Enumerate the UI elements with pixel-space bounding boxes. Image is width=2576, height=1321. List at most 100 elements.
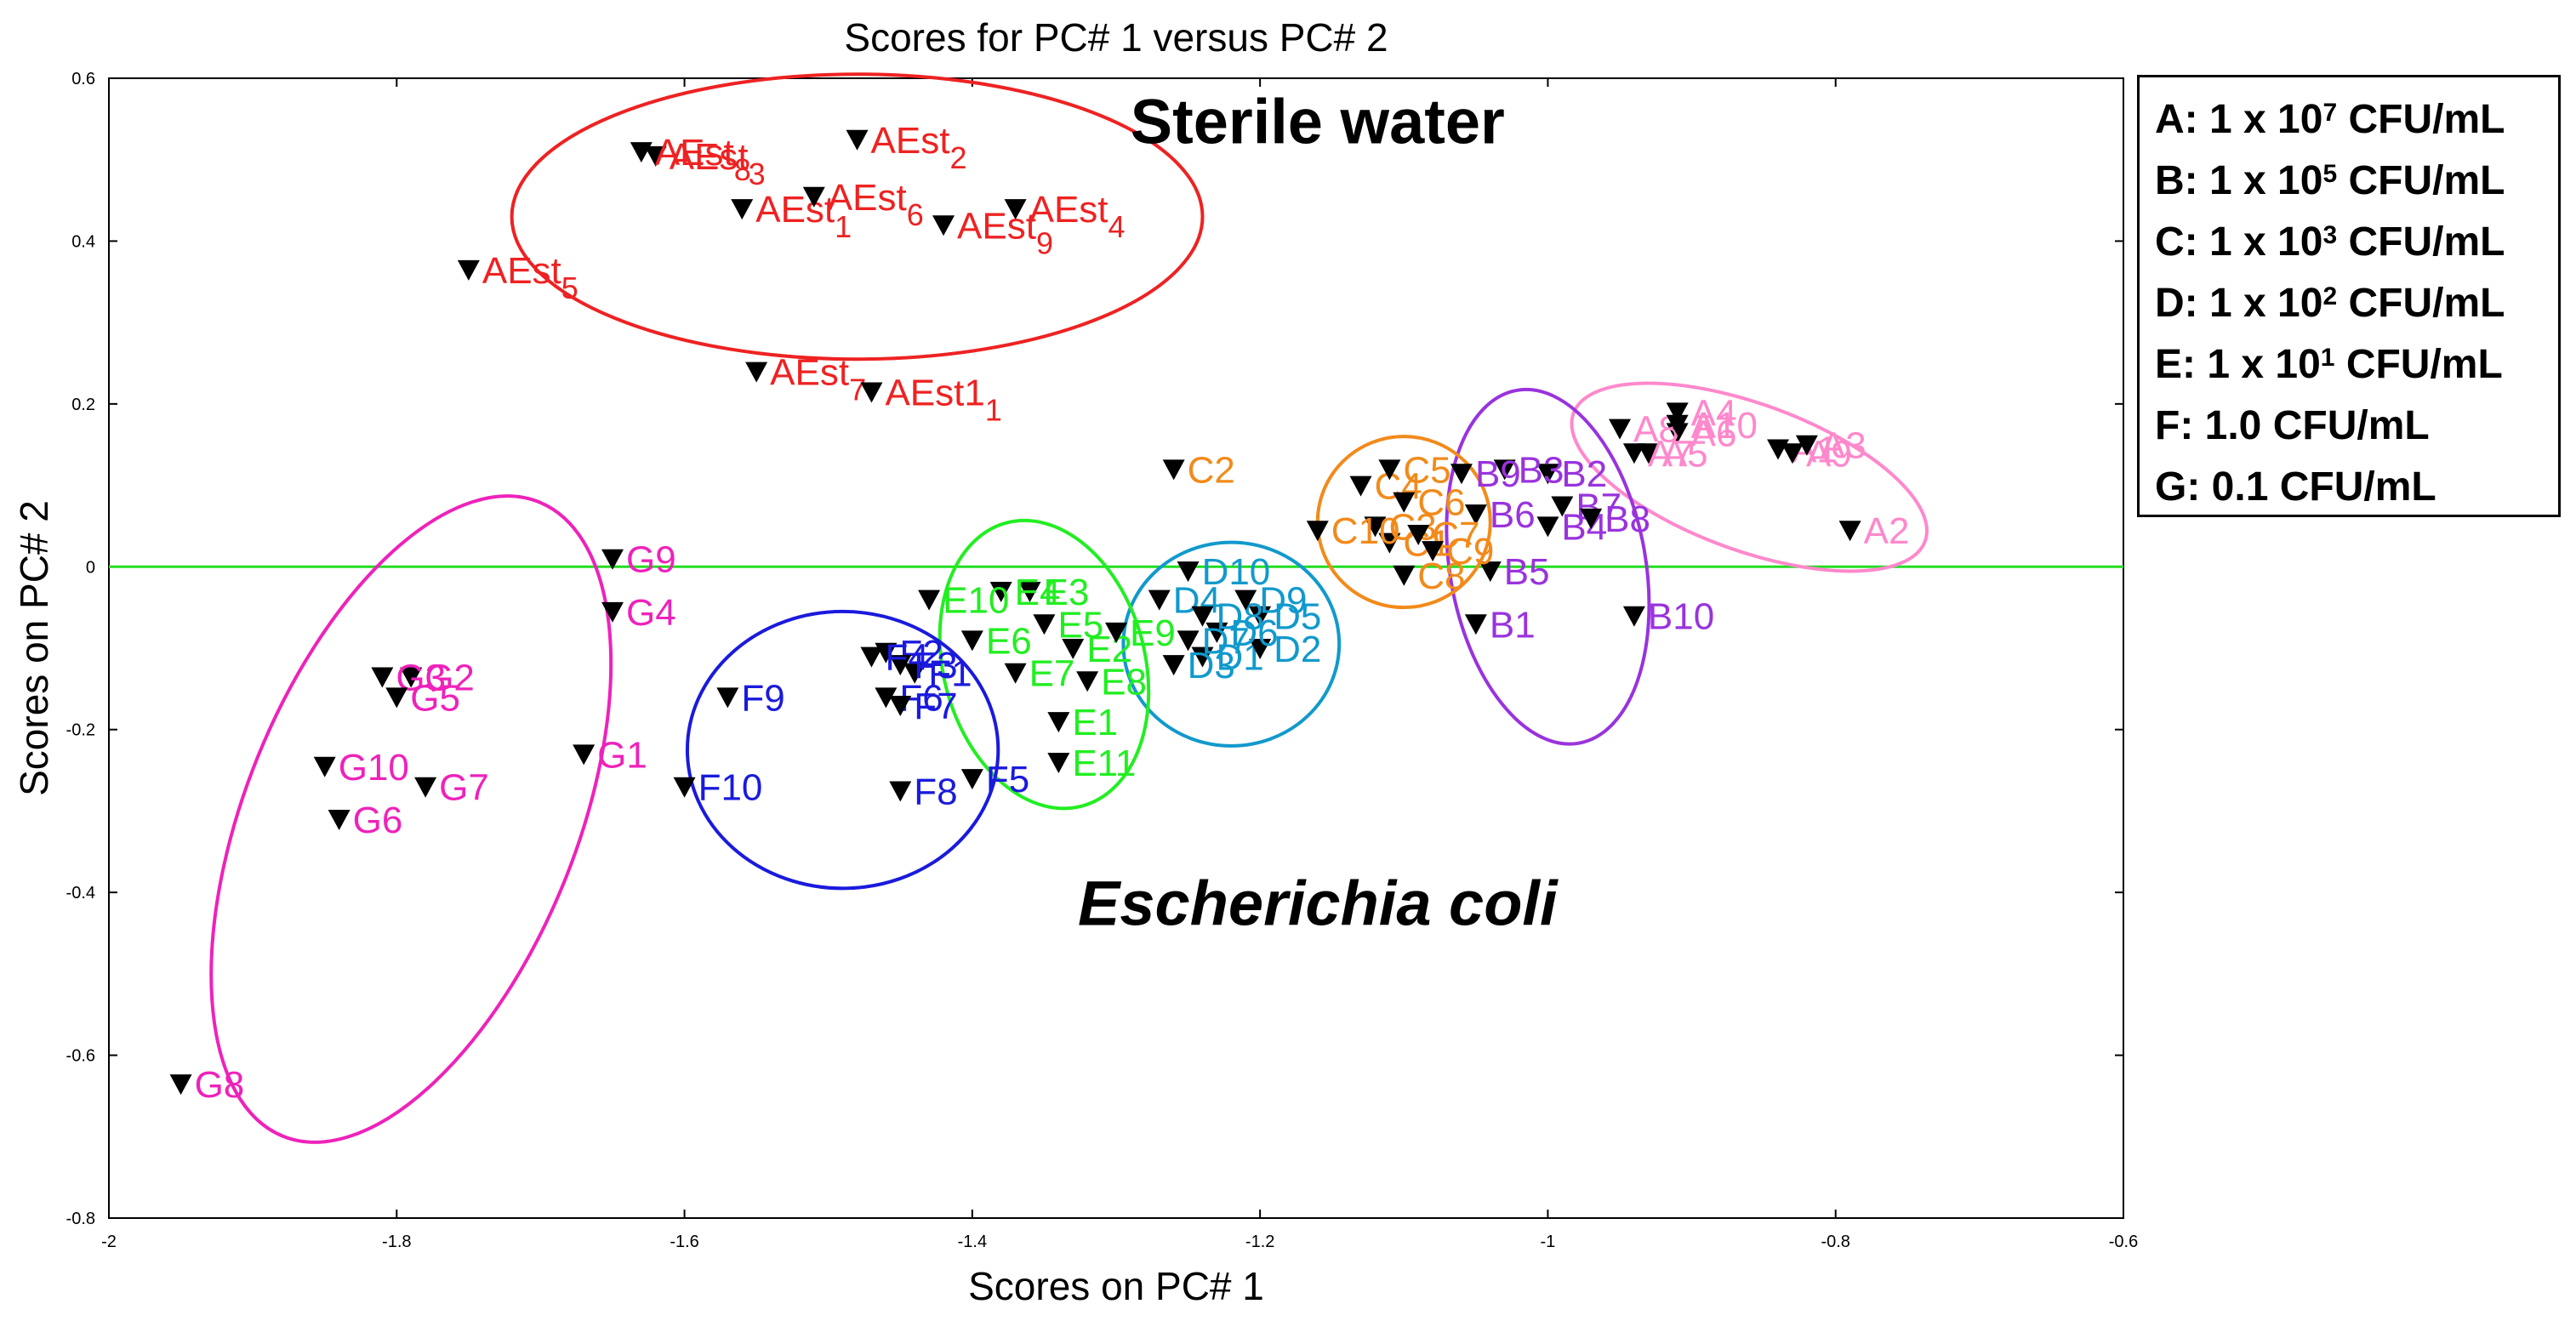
point-marker-D3 [1162,655,1185,676]
point-marker-AEst1 [731,199,754,220]
cluster-ellipse-d [1121,540,1342,748]
point-marker-AEst8 [630,142,653,163]
legend: A: 1 x 107 CFU/mL B: 1 x 105 CFU/mL C: 1 x… [2137,75,2561,517]
x-tick-label: -1.4 [958,1233,987,1251]
point-marker-AEst6 [802,186,825,208]
point-marker-G2 [400,667,423,688]
point-marker-G7 [414,777,437,798]
y-tick-label: -0.8 [66,1210,95,1228]
point-marker-F7 [889,696,912,716]
point-label-A10: A10 [1691,405,1758,447]
point-marker-D1 [1191,646,1214,668]
point-marker-B4 [1536,516,1559,538]
cluster-ellipse-sterile-water [510,72,1205,362]
point-label-A7: A7 [1648,433,1694,475]
legend-entry-c: C: 1 x 103 CFU/mL [2155,219,2505,265]
point-marker-D10 [1177,561,1200,583]
point-marker-AEst5 [457,259,480,281]
point-marker-B8 [1580,508,1603,529]
x-tick-label: -1.2 [1245,1233,1274,1251]
cluster-ellipses [209,72,1929,1144]
axis-ticks: -2 -1.8 -1.6 -1.4 -1.2 -1 -0.8 -0.6 -0.8 -0.6 -0.4… [66,70,2139,1251]
point-marker-B5 [1479,561,1502,583]
point-marker-F1 [903,663,926,684]
legend-exponent: 7 [2322,99,2338,127]
point-marker-F4 [860,646,883,668]
point-marker-AEst2 [846,129,869,151]
point-marker-C4 [1349,475,1372,497]
point-label-G10: G10 [339,747,409,789]
cluster-ellipse-a [1570,381,1929,573]
point-marker-E10 [918,589,941,611]
legend-exponent: 3 [2322,221,2338,249]
point-label-AEst9: AEst9 [957,205,1053,260]
y-tick-label: 0.2 [71,396,95,414]
cluster-ellipse-g [209,494,613,1144]
point-label-D3: D3 [1188,645,1235,686]
point-marker-C1 [1378,532,1401,554]
point-marker-F3 [889,655,912,676]
point-label-E3: E3 [1044,572,1090,613]
point-label-G7: G7 [439,767,489,809]
point-marker-B3 [1493,459,1516,481]
point-marker-E3 [1018,582,1041,602]
point-label-AEst5: AEst5 [482,250,578,305]
point-label-AEst6: AEst6 [828,177,924,232]
legend-exponent: 5 [2322,160,2338,188]
point-label-AEst2: AEst2 [871,120,967,175]
point-marker-G8 [169,1074,192,1096]
x-tick-label: -0.6 [2109,1233,2138,1251]
point-label-E9: E9 [1130,612,1176,654]
point-label-F1: F1 [928,653,972,695]
point-label-F5: F5 [986,759,1029,800]
point-marker-G9 [601,549,624,570]
point-marker-D9 [1234,589,1257,611]
point-marker-E5 [1033,614,1056,635]
point-label-AEst10: AEst11 [885,373,1001,428]
point-label-G2: G2 [425,658,475,699]
legend-entry-f: F: 1.0 CFU/mL [2155,403,2430,448]
point-label-G1: G1 [597,734,647,776]
point-label-E1: E1 [1072,702,1118,743]
point-marker-A5 [1637,443,1660,464]
point-marker-E9 [1105,622,1127,643]
point-label-A2: A2 [1864,510,1910,552]
point-marker-A2 [1838,521,1861,542]
data-points: AEst1 AEst2 AEst3 AEst4 AEst5 AEst6 AEst7 AEst8… [169,120,1910,1106]
legend-entry-e: E: 1 x 101 CFU/mL [2155,342,2503,387]
point-marker-G10 [313,756,336,777]
point-label-C5: C5 [1403,449,1450,491]
x-tick-label: -0.8 [1821,1233,1849,1251]
point-marker-A9 [1781,443,1804,464]
point-label-B2: B2 [1561,453,1607,495]
y-tick-label: 0.4 [71,232,95,251]
point-label-D7: D7 [1202,620,1250,662]
annotations: Sterile water Escherichia coli [1078,87,1559,939]
y-tick-label: 0.6 [71,70,95,88]
point-label-B5: B5 [1504,551,1550,593]
point-marker-E6 [960,630,983,652]
legend-exponent: 1 [2320,344,2335,372]
point-marker-E1 [1047,712,1070,733]
chart-title: Scores for PC# 1 versus PC# 2 [844,15,1388,60]
point-marker-AEst3 [644,145,667,167]
point-marker-C9 [1422,541,1445,562]
point-label-B8: B8 [1604,498,1650,540]
point-label-F7: F7 [914,686,957,727]
point-label-F4: F4 [885,637,928,679]
point-marker-A10 [1666,414,1689,436]
point-label-D9: D9 [1259,580,1307,622]
cluster-ellipse-e [938,518,1151,811]
point-marker-A3 [1795,435,1818,456]
point-marker-C8 [1393,565,1416,586]
x-axis-label: Scores on PC# 1 [968,1264,1264,1308]
point-label-G4: G4 [626,592,676,634]
point-label-F8: F8 [914,772,957,813]
point-label-C9: C9 [1446,531,1494,572]
point-marker-G1 [573,744,596,766]
point-label-G5: G5 [410,677,460,719]
y-tick-label: -0.2 [66,721,95,740]
point-marker-F6 [875,687,898,709]
x-tick-label: -1.8 [382,1233,411,1251]
